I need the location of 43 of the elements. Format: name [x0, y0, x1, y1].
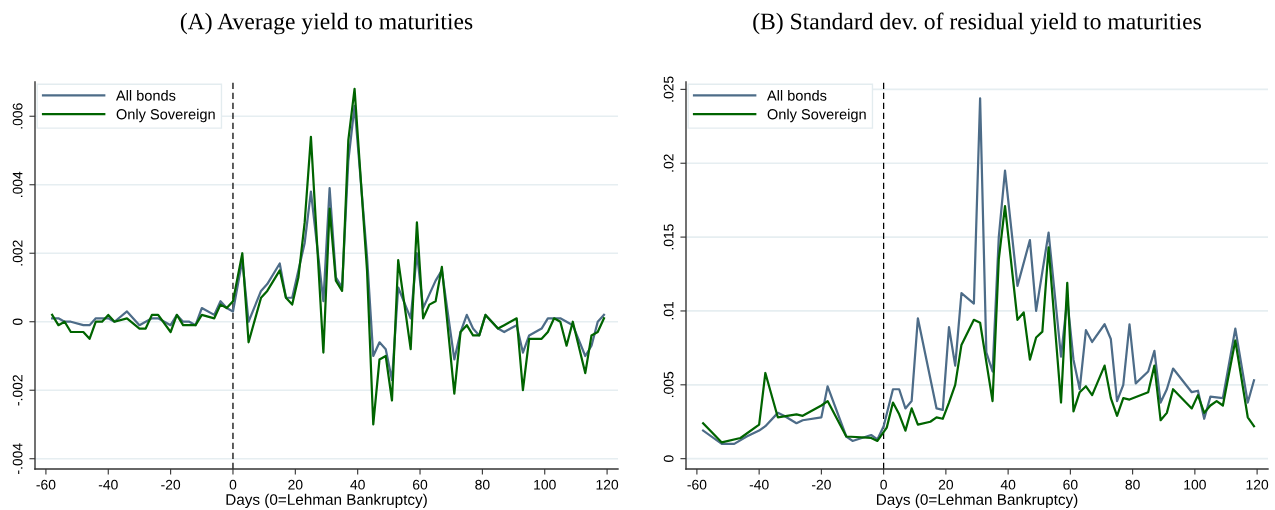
y-tick-label: 0 — [12, 318, 23, 326]
x-tick-label: -60 — [36, 479, 56, 490]
x-axis-title: Days (0=Lehman Bankruptcy) — [876, 493, 1078, 508]
y-tick-label: 0 — [663, 455, 674, 462]
y-tick-label: -.002 — [12, 375, 23, 406]
x-tick-label: 80 — [475, 479, 490, 490]
x-tick-label: 120 — [596, 479, 619, 490]
x-tick-label: 120 — [1246, 479, 1269, 490]
x-tick-label: 40 — [350, 479, 365, 490]
y-tick-label: .004 — [12, 171, 23, 197]
x-tick-label: -20 — [811, 479, 831, 490]
y-tick-label: -.004 — [12, 443, 23, 474]
x-tick-label: -60 — [687, 479, 707, 490]
chart-title: (B) Standard dev. of residual yield to maturities — [753, 12, 1201, 35]
line-series — [51, 87, 606, 426]
legend-label: Only Sovereign — [116, 108, 215, 123]
x-tick-label: 60 — [1063, 479, 1078, 490]
y-tick-label: .01 — [663, 301, 674, 320]
x-axis-title: Days (0=Lehman Bankruptcy) — [226, 493, 427, 508]
line-series — [51, 104, 606, 382]
y-tick-label: .005 — [663, 371, 674, 398]
x-tick-label: 80 — [1125, 479, 1140, 490]
y-tick-label: .006 — [12, 103, 23, 129]
legend-label: Only Sovereign — [767, 108, 866, 123]
x-tick-label: 0 — [229, 479, 237, 490]
y-tick-label: .015 — [663, 224, 674, 250]
x-tick-label: 40 — [1000, 479, 1016, 490]
y-tick-label: .02 — [663, 154, 674, 172]
x-tick-label: 20 — [938, 479, 954, 490]
x-tick-label: 20 — [288, 479, 303, 490]
x-tick-label: 100 — [534, 479, 556, 490]
y-tick-label: .025 — [663, 76, 674, 102]
chart-title: (A) Average yield to maturities — [180, 12, 473, 35]
legend-label: All bonds — [766, 90, 827, 101]
x-tick-label: -40 — [749, 479, 769, 490]
x-tick-label: -20 — [161, 479, 181, 490]
x-tick-label: 100 — [1184, 479, 1206, 490]
x-tick-label: 60 — [413, 479, 428, 490]
x-tick-label: 0 — [880, 479, 887, 490]
line-series — [702, 204, 1256, 444]
x-tick-label: -40 — [98, 479, 118, 490]
legend-label: All bonds — [115, 90, 176, 101]
y-tick-label: .002 — [12, 240, 23, 266]
